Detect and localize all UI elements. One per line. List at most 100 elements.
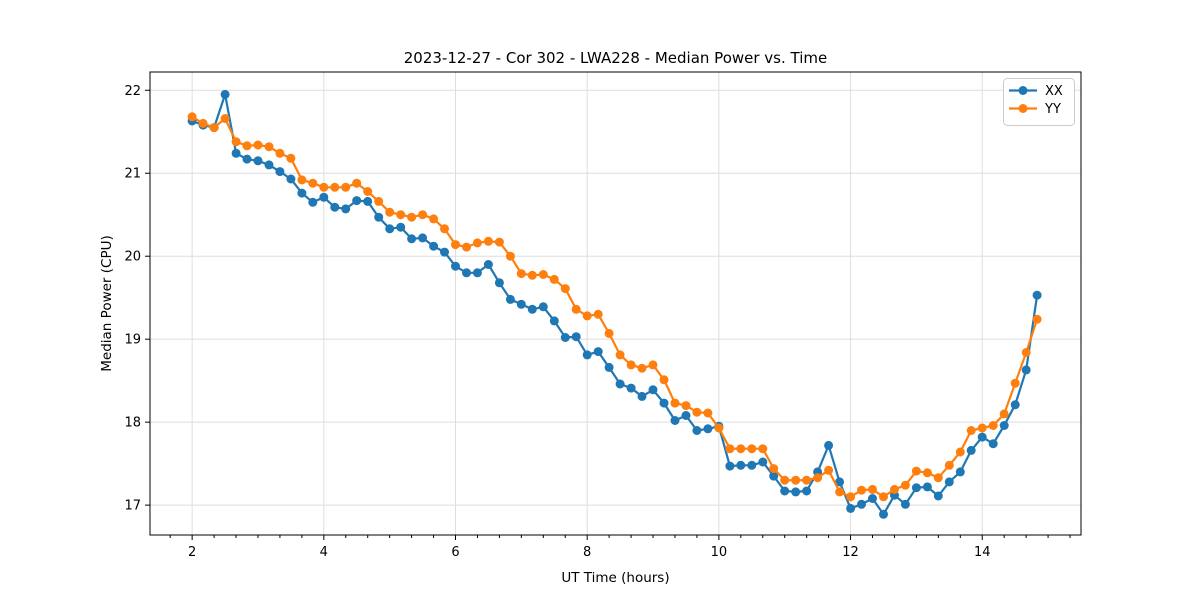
series-YY-marker (264, 142, 274, 152)
series-YY-marker (308, 178, 318, 188)
chart-title: 2023-12-27 - Cor 302 - LWA228 - Median P… (404, 49, 828, 67)
series-YY-marker (231, 137, 241, 147)
series-YY-marker (352, 178, 362, 188)
series-YY-marker (955, 447, 965, 457)
x-tick-label: 12 (842, 545, 859, 560)
series-YY-marker (670, 398, 680, 408)
legend-marker (1018, 104, 1028, 113)
series-XX-marker (549, 316, 559, 326)
plot-border (149, 71, 1082, 536)
series-XX-marker (593, 347, 603, 357)
series-YY-marker (824, 465, 834, 475)
series-XX-marker (407, 234, 417, 244)
series-XX-marker (780, 486, 790, 496)
series-XX-marker (220, 89, 230, 99)
series-YY-marker (374, 196, 384, 206)
series-XX-marker (242, 154, 252, 164)
series-XX-marker (231, 148, 241, 158)
series-XX-marker (1021, 365, 1031, 375)
series-YY-marker (538, 270, 548, 279)
series-YY-marker (330, 182, 340, 192)
series-YY-marker (319, 182, 329, 192)
series-XX-marker (637, 391, 647, 401)
series-YY-marker (714, 423, 724, 433)
series-YY-marker (835, 487, 845, 497)
series-YY-marker (758, 444, 768, 454)
y-tick-label: 20 (124, 250, 141, 265)
series-XX-marker (374, 212, 384, 222)
series-YY-marker (505, 251, 515, 261)
y-tick-label: 17 (124, 499, 141, 514)
series-XX-marker (385, 224, 395, 234)
series-XX-marker (275, 167, 285, 177)
series-XX-marker (659, 398, 669, 408)
series-XX-marker (352, 196, 362, 206)
series-YY-marker (407, 212, 417, 222)
series-XX-marker (977, 432, 987, 442)
series-XX-marker (648, 385, 658, 395)
series-YY-marker (944, 460, 954, 470)
series-YY-marker (769, 464, 779, 474)
series-YY-marker (187, 112, 197, 122)
series-XX-marker (692, 426, 702, 435)
x-tick-label: 14 (974, 545, 991, 560)
series-XX-marker (758, 457, 768, 467)
series-YY-marker (747, 444, 757, 454)
series-YY-marker (549, 274, 559, 284)
series-XX-marker (472, 268, 482, 278)
series-YY-marker (1032, 314, 1042, 324)
series-XX-marker (1010, 400, 1020, 410)
x-tick-label: 6 (451, 545, 459, 560)
axes-layer: 2 4 6 8 10 12 14 17 18 19 20 21 22 (124, 71, 1082, 560)
series-YY-marker (1021, 348, 1031, 357)
series-YY-marker (703, 408, 713, 418)
legend-entry: YY (1009, 102, 1061, 117)
series-YY-marker (659, 375, 669, 385)
series-XX-marker (483, 260, 493, 269)
series-YY-marker (429, 214, 439, 224)
series-YY-marker (725, 444, 735, 454)
series-XX-marker (703, 424, 713, 434)
series-XX-marker (900, 499, 910, 509)
series-XX-marker (681, 411, 691, 420)
series-YY-marker (560, 284, 570, 294)
series-YY-marker (977, 423, 987, 433)
y-tick-label: 22 (124, 84, 141, 99)
series-YY-marker (615, 350, 625, 360)
series-YY-marker (363, 187, 373, 196)
series-YY-marker (494, 237, 504, 247)
series-YY (187, 112, 1042, 502)
series-XX-marker (253, 156, 263, 166)
series-YY-marker (286, 153, 296, 163)
series-XX-marker (802, 486, 812, 496)
series-XX-marker (933, 491, 943, 501)
series-YY-marker (890, 484, 899, 494)
series-YY-marker (385, 207, 395, 217)
y-axis-label: Median Power (CPU) (99, 235, 115, 371)
series-XX-marker (538, 302, 548, 312)
series-XX-marker (966, 445, 976, 455)
series-YY-marker (637, 363, 647, 373)
series-XX-marker (747, 460, 757, 470)
legend-entry-label: XX (1045, 84, 1063, 99)
x-tick-label: 2 (188, 545, 196, 560)
series-XX-marker (626, 383, 636, 393)
series-YY-marker (802, 475, 812, 485)
legend: XX YY (1003, 78, 1075, 126)
grid-layer (150, 72, 1081, 535)
series-XX-marker (791, 487, 801, 497)
series-XX-marker (330, 202, 340, 212)
series-XX-marker (516, 299, 526, 309)
series-XX-marker (418, 233, 428, 243)
series-YY-marker (648, 360, 658, 370)
series-XX-marker (846, 503, 856, 513)
series-YY-marker (451, 240, 460, 250)
series-XX-marker (440, 247, 449, 257)
series-layer (187, 89, 1042, 519)
series-XX-marker (615, 379, 625, 389)
series-YY-marker (341, 182, 351, 192)
series-XX-marker (955, 467, 965, 477)
series-XX-marker (308, 197, 318, 207)
series-XX-marker (319, 192, 329, 202)
series-XX-marker (1032, 290, 1042, 300)
